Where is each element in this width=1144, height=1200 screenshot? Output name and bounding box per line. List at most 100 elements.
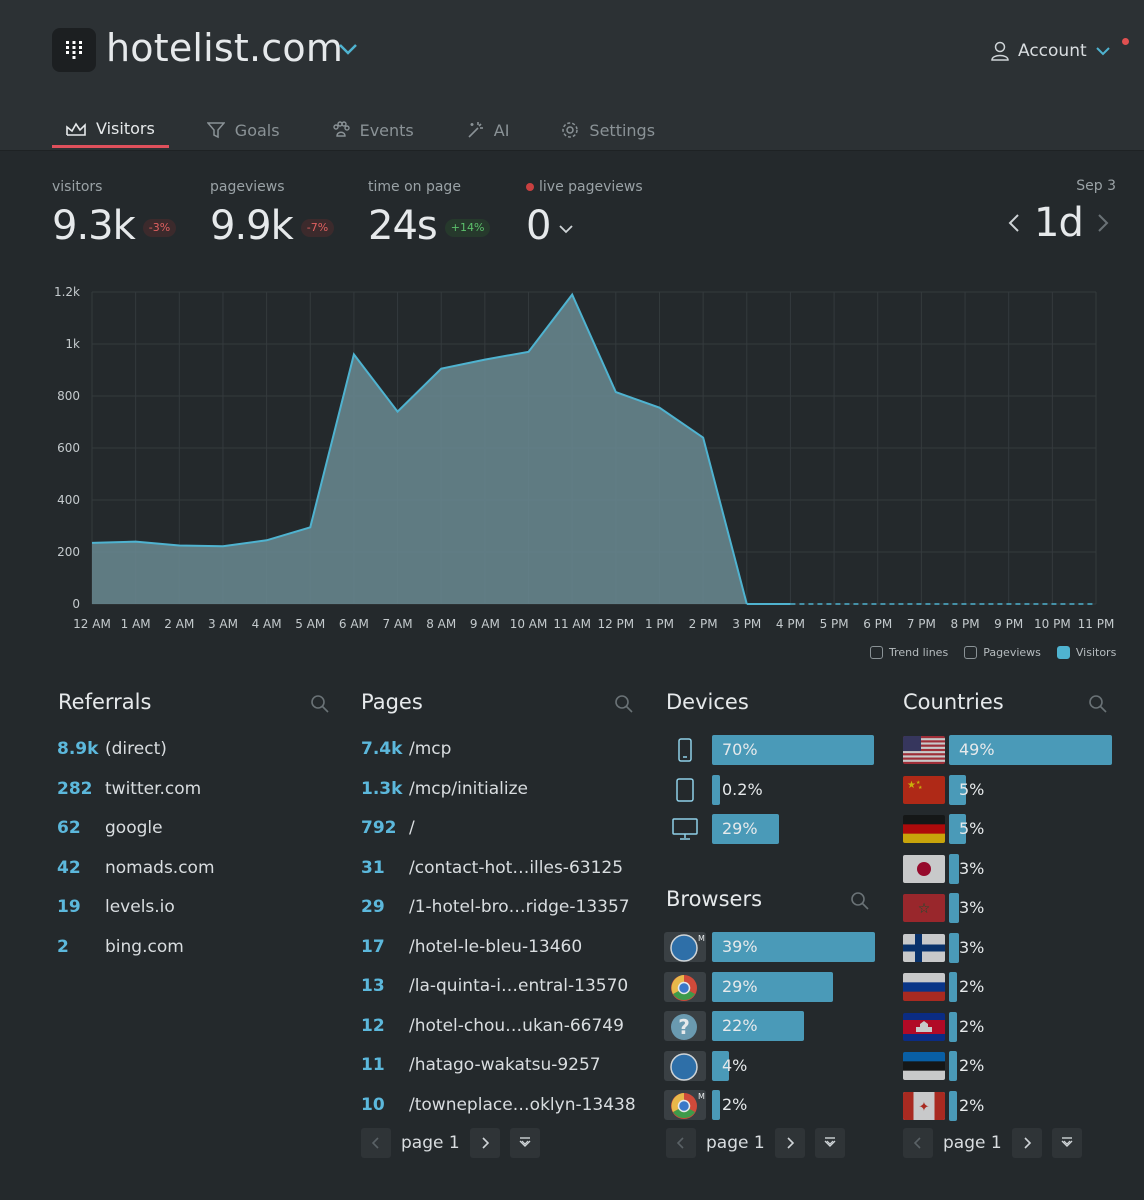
search-icon[interactable] bbox=[850, 891, 870, 911]
tab-label: AI bbox=[493, 120, 510, 140]
chevron-left-icon[interactable] bbox=[1006, 212, 1022, 234]
x-tick-label: 8 PM bbox=[951, 617, 980, 631]
stat-visitors[interactable]: visitors 9.3k -3% bbox=[52, 178, 177, 250]
search-icon[interactable] bbox=[310, 694, 330, 714]
tab-visitors[interactable]: Visitors bbox=[52, 112, 169, 148]
checkbox[interactable] bbox=[870, 646, 883, 659]
x-tick-label: 5 PM bbox=[820, 617, 849, 631]
prev-page-button[interactable] bbox=[666, 1128, 696, 1158]
list-item[interactable]: 13/la-quinta-i…entral-13570 bbox=[361, 974, 628, 998]
percentage-label: 2% bbox=[959, 1016, 985, 1036]
legend-label: Visitors bbox=[1075, 646, 1117, 659]
list-item[interactable]: 7.4k/mcp bbox=[361, 737, 451, 761]
item-count: 792 bbox=[361, 818, 397, 838]
list-item[interactable]: 8.9k (direct) bbox=[57, 737, 167, 761]
header: hotelist.com Account Visitors Goals bbox=[0, 0, 1144, 151]
safari-mobile-icon: M bbox=[664, 932, 706, 962]
item-count: 17 bbox=[361, 936, 385, 957]
list-item[interactable]: 31/contact-hot…illes-63125 bbox=[361, 856, 623, 880]
list-item[interactable]: ☆ 3% bbox=[901, 893, 1112, 923]
list-item[interactable]: 17/hotel-le-bleu-13460 bbox=[361, 935, 582, 959]
next-page-button[interactable] bbox=[469, 1128, 500, 1158]
us-flag-icon bbox=[903, 736, 945, 764]
chevron-down-icon[interactable] bbox=[558, 223, 574, 235]
expand-button[interactable] bbox=[1051, 1128, 1082, 1158]
list-item[interactable]: 4% bbox=[664, 1050, 875, 1081]
list-item[interactable]: 70% bbox=[664, 735, 874, 765]
site-logo[interactable] bbox=[52, 28, 96, 72]
grid-logo-icon bbox=[66, 41, 82, 59]
tab-settings[interactable]: Settings bbox=[547, 112, 669, 148]
item-count: 7.4k bbox=[361, 739, 403, 759]
next-page-button[interactable] bbox=[774, 1128, 805, 1158]
stat-time-on-page[interactable]: time on page 24s +14% bbox=[368, 178, 491, 250]
stat-pageviews[interactable]: pageviews 9.9k -7% bbox=[210, 178, 335, 250]
visitors-chart: 0 200 400 600 800 1k 1.2k 12 AM 1 AM 2 AM 3 AM 4 AM… bbox=[54, 285, 1114, 631]
percentage-bar bbox=[712, 971, 834, 1002]
percentage-label: 22% bbox=[722, 1016, 758, 1035]
list-item[interactable]: 29% bbox=[664, 814, 874, 844]
stat-live-pageviews[interactable]: live pageviews 0 bbox=[526, 178, 643, 250]
list-item[interactable]: ? 22% bbox=[664, 1011, 875, 1041]
prev-page-button[interactable] bbox=[361, 1128, 391, 1158]
search-icon[interactable] bbox=[614, 694, 634, 714]
next-page-button[interactable] bbox=[1011, 1128, 1042, 1158]
list-item[interactable]: 11/hatago-wakatsu-9257 bbox=[361, 1053, 601, 1077]
list-item[interactable]: 62 google bbox=[57, 816, 163, 840]
list-item[interactable]: ✦ 2% bbox=[901, 1090, 1112, 1121]
expand-button[interactable] bbox=[814, 1128, 845, 1158]
list-item[interactable]: 19 levels.io bbox=[57, 895, 175, 919]
tab-goals[interactable]: Goals bbox=[193, 112, 294, 148]
legend-pageviews[interactable]: Pageviews bbox=[964, 646, 1041, 659]
stat-value: 9.9k bbox=[210, 203, 294, 249]
percentage-label: 70% bbox=[722, 740, 758, 759]
countries-pager: page 1 bbox=[903, 1128, 1082, 1158]
checkbox[interactable] bbox=[1056, 646, 1070, 659]
list-item[interactable]: ★ ★ ★ 5% bbox=[901, 774, 1112, 805]
list-item[interactable]: M 2% bbox=[664, 1090, 875, 1120]
chart-icon bbox=[66, 121, 86, 136]
search-icon[interactable] bbox=[1088, 694, 1108, 714]
list-item[interactable]: 10/towneplace…oklyn-13438 bbox=[361, 1093, 636, 1117]
list-item[interactable]: 29% bbox=[664, 971, 875, 1002]
percentage-label: 0.2% bbox=[722, 779, 763, 799]
list-item[interactable]: 0.2% bbox=[664, 774, 874, 805]
list-item[interactable]: 3% bbox=[901, 932, 1112, 963]
list-item[interactable]: 792 / bbox=[361, 816, 415, 840]
percentage-label: 4% bbox=[722, 1055, 748, 1075]
tab-events[interactable]: Events bbox=[318, 112, 428, 148]
chevron-down-icon[interactable] bbox=[338, 42, 358, 58]
item-label: /hatago-wakatsu-9257 bbox=[409, 1055, 601, 1075]
list-item[interactable]: 2% bbox=[901, 1011, 1112, 1042]
list-item[interactable]: 29/1-hotel-bro…ridge-13357 bbox=[361, 895, 630, 919]
list-item[interactable]: 49% bbox=[901, 735, 1112, 765]
list-item[interactable]: 5% bbox=[901, 814, 1112, 844]
site-title[interactable]: hotelist.com bbox=[106, 26, 344, 70]
list-item[interactable]: 1.3k/mcp/initialize bbox=[361, 777, 528, 801]
list-item[interactable]: 2% bbox=[901, 1051, 1112, 1081]
countries-title: Countries bbox=[903, 690, 1004, 714]
tab-ai[interactable]: AI bbox=[452, 112, 524, 148]
account-menu[interactable]: Account bbox=[990, 38, 1129, 64]
prev-page-button[interactable] bbox=[903, 1128, 933, 1158]
list-item[interactable]: 42 nomads.com bbox=[57, 856, 215, 880]
item-count: 2 bbox=[57, 936, 69, 957]
checkbox[interactable] bbox=[964, 646, 978, 659]
x-tick-label: 11 AM bbox=[553, 617, 591, 631]
list-item[interactable]: 282 twitter.com bbox=[57, 777, 201, 801]
percentage-label: 3% bbox=[959, 898, 985, 917]
chevron-right-icon[interactable] bbox=[1095, 212, 1111, 234]
list-item[interactable]: 2 bing.com bbox=[57, 935, 184, 959]
list-item[interactable]: 2% bbox=[901, 972, 1112, 1002]
list-item[interactable]: 12/hotel-chou…ukan-66749 bbox=[361, 1014, 624, 1038]
chevrons-down-icon bbox=[519, 1137, 531, 1147]
expand-button[interactable] bbox=[509, 1128, 540, 1158]
percentage-bar bbox=[949, 735, 1112, 765]
range-value[interactable]: 1d bbox=[1034, 200, 1084, 246]
live-dot bbox=[526, 183, 534, 191]
legend-trend-lines[interactable]: Trend lines bbox=[870, 646, 948, 659]
list-item[interactable]: M 39% bbox=[664, 932, 875, 962]
legend-visitors[interactable]: Visitors bbox=[1056, 646, 1117, 659]
percentage-bar bbox=[949, 1011, 957, 1042]
list-item[interactable]: 3% bbox=[901, 853, 1112, 884]
